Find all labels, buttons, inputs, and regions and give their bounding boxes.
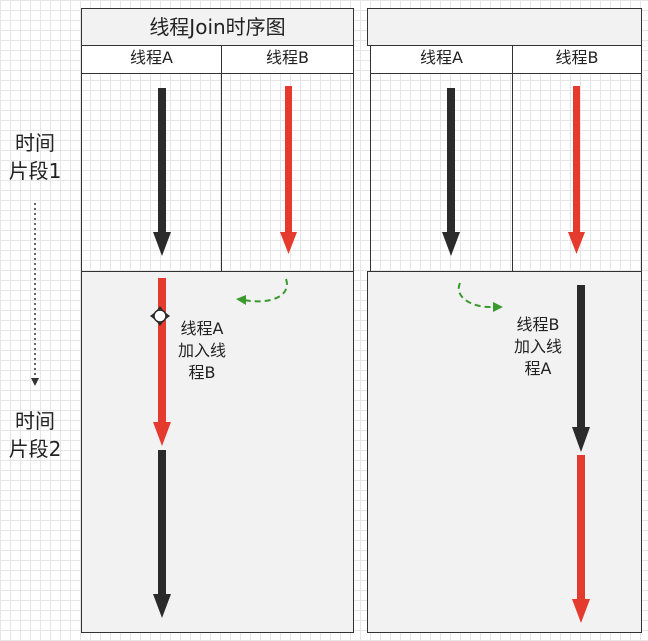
left-thread-a-segment-1-arrow bbox=[153, 88, 171, 256]
right-thread-a-segment-2-arrow bbox=[572, 455, 590, 623]
left-thread-b-segment-2-arrow bbox=[153, 278, 171, 446]
right-thread-b-segment-2-arrow bbox=[572, 285, 590, 452]
time-segment-1-line1: 时间 bbox=[15, 131, 55, 155]
left-segment-2-area bbox=[81, 271, 354, 633]
left-join-green-arrow bbox=[236, 278, 288, 305]
right-join-note-line3: 程A bbox=[524, 359, 552, 378]
right-join-note-line1: 线程B bbox=[516, 315, 560, 334]
left-thread-a-segment-2-arrow bbox=[153, 450, 171, 618]
right-thread-b-segment-1-arrow bbox=[568, 86, 585, 254]
move-cursor-icon bbox=[150, 306, 170, 326]
left-panel-title: 线程Join时序图 bbox=[81, 8, 354, 46]
time-segment-2-line2: 片段2 bbox=[8, 437, 62, 461]
left-column-divider bbox=[221, 73, 222, 272]
left-join-note-line1: 线程A bbox=[180, 319, 224, 338]
right-thread-a-segment-1-arrow bbox=[442, 88, 460, 256]
time-segment-2-line1: 时间 bbox=[15, 409, 55, 433]
time-axis-arrow bbox=[31, 203, 39, 386]
left-join-note-line2: 加入线 bbox=[177, 341, 226, 360]
right-join-note-line2: 加入线 bbox=[513, 337, 562, 356]
time-segment-1-line2: 片段1 bbox=[8, 159, 62, 183]
right-join-note: 线程B 加入线 程A bbox=[508, 314, 568, 380]
left-join-note-line3: 程B bbox=[188, 363, 216, 382]
right-segment-2-area bbox=[367, 271, 642, 633]
left-col-header-thread-b: 线程B bbox=[221, 45, 354, 74]
right-join-green-arrow bbox=[457, 282, 503, 312]
right-column-divider bbox=[512, 73, 513, 272]
right-panel-title bbox=[367, 8, 642, 46]
left-join-note: 线程A 加入线 程B bbox=[172, 318, 232, 384]
time-segment-1-label: 时间 片段1 bbox=[0, 129, 70, 185]
time-segment-2-label: 时间 片段2 bbox=[0, 407, 70, 463]
left-thread-b-segment-1-arrow bbox=[280, 86, 297, 254]
